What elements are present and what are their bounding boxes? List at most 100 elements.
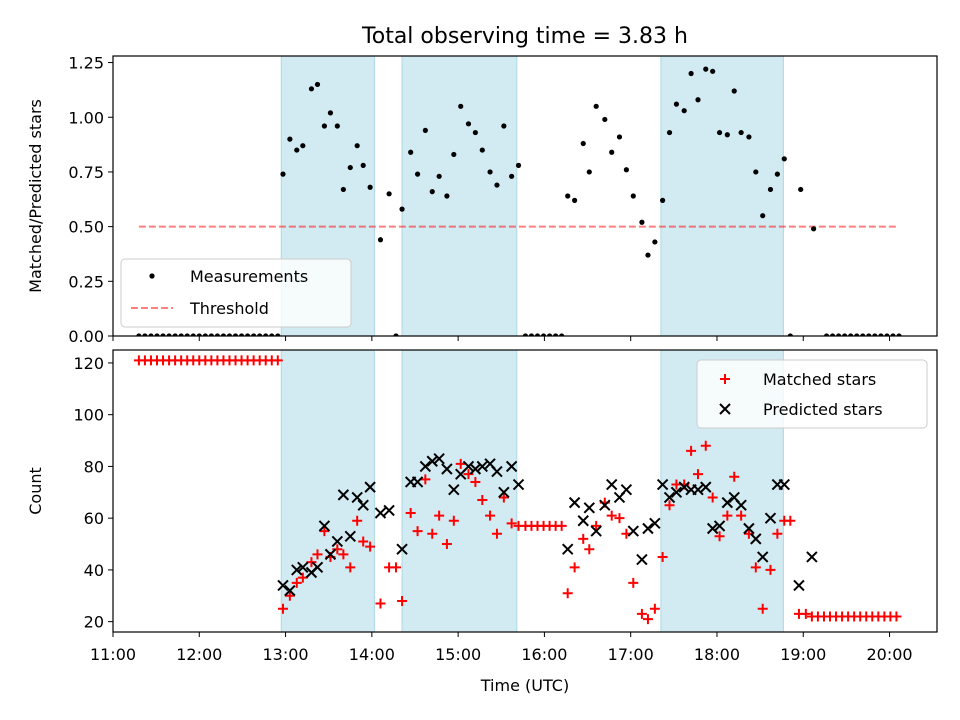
matched-star-point bbox=[772, 528, 783, 539]
y-tick-label: 80 bbox=[84, 457, 104, 476]
measurement-point bbox=[314, 81, 321, 88]
measurement-point bbox=[226, 333, 233, 336]
measurement-point bbox=[565, 193, 571, 199]
series-point bbox=[136, 66, 902, 336]
matched-star-point bbox=[306, 557, 317, 568]
chart-title: Total observing time = 3.83 h bbox=[361, 24, 688, 49]
measurement-point bbox=[479, 147, 485, 153]
predicted-star-point bbox=[706, 522, 719, 535]
predicted-star-point bbox=[419, 460, 432, 473]
predicted-star-point bbox=[441, 463, 453, 475]
measurement-point bbox=[781, 156, 787, 162]
x-tick-label: 14:00 bbox=[349, 645, 395, 664]
measurement-point bbox=[340, 186, 346, 193]
measurement-point bbox=[214, 333, 221, 336]
matched-star-point bbox=[427, 528, 438, 539]
measurement-point bbox=[866, 333, 872, 336]
matched-star-point bbox=[692, 469, 703, 480]
measurement-point bbox=[451, 151, 457, 158]
matched-star-point bbox=[686, 445, 697, 456]
measurement-point bbox=[257, 333, 263, 336]
measurement-point bbox=[287, 136, 293, 142]
predicted-star-point bbox=[692, 483, 704, 496]
matched-star-point bbox=[319, 526, 330, 537]
observing-window-3 bbox=[660, 56, 784, 336]
matched-star-point bbox=[405, 507, 416, 518]
measurement-point bbox=[465, 121, 472, 127]
predicted-star-point bbox=[743, 522, 755, 535]
predicted-star-point bbox=[311, 561, 324, 574]
measurement-point bbox=[645, 252, 651, 258]
measurement-point bbox=[710, 68, 716, 74]
matched-star-point bbox=[506, 518, 517, 529]
measurement-point bbox=[142, 333, 148, 336]
predicted-star-point bbox=[448, 483, 460, 496]
predicted-star-point bbox=[277, 579, 289, 592]
matched-star-point bbox=[491, 528, 502, 539]
measurement-point bbox=[559, 333, 565, 336]
measurement-point bbox=[811, 226, 817, 232]
matched-star-point bbox=[312, 549, 323, 560]
observing-window-1 bbox=[280, 350, 375, 632]
predicted-star-point bbox=[636, 553, 648, 566]
measurement-point bbox=[367, 184, 373, 190]
measurement-point bbox=[347, 164, 353, 171]
measurement-point bbox=[860, 333, 866, 336]
y-tick-label: 20 bbox=[84, 613, 104, 632]
matched-star-point bbox=[664, 500, 675, 511]
predicted-star-point bbox=[670, 486, 683, 499]
bottom-panel: 20 40 60 80 100 120 11:00 12:00 13:00 14:00 15:00 1… bbox=[26, 349, 938, 695]
predicted-star-point bbox=[512, 478, 525, 491]
measurement-point bbox=[716, 129, 723, 136]
matched-star-point bbox=[272, 355, 283, 366]
legend-label-predicted: Predicted stars bbox=[763, 400, 883, 419]
measurement-point bbox=[703, 66, 709, 72]
matched-star-point bbox=[700, 440, 711, 451]
predicted-star-point bbox=[344, 530, 356, 542]
matched-star-point bbox=[785, 515, 796, 526]
measurement-point bbox=[220, 333, 227, 336]
measurement-point bbox=[553, 333, 559, 336]
x-tick-label: 15:00 bbox=[435, 645, 481, 664]
predicted-star-point bbox=[411, 476, 424, 488]
predicted-star-point bbox=[757, 551, 769, 563]
measurement-point bbox=[487, 169, 493, 175]
measurement-point bbox=[275, 333, 281, 336]
matched-star-point bbox=[556, 520, 567, 531]
predicted-star-point bbox=[284, 584, 296, 597]
matched-star-point bbox=[800, 608, 811, 619]
matched-star-point bbox=[297, 572, 308, 583]
predicted-star-point bbox=[583, 502, 595, 514]
matched-star-point bbox=[412, 526, 423, 537]
legend-predicted-marker bbox=[719, 403, 731, 415]
predicted-star-point bbox=[599, 499, 611, 511]
legend-matched-marker bbox=[720, 374, 730, 384]
measurement-point bbox=[660, 197, 666, 203]
measurement-point bbox=[269, 333, 275, 336]
measurement-point bbox=[294, 147, 300, 153]
matched-star-point bbox=[365, 541, 376, 552]
matched-star-point bbox=[375, 598, 386, 609]
y-tick-label: 120 bbox=[73, 354, 104, 373]
measurement-point bbox=[327, 110, 334, 116]
predicted-star-point bbox=[735, 499, 747, 511]
series-cross bbox=[277, 452, 818, 597]
predicted-star-point bbox=[324, 548, 337, 561]
measurement-point bbox=[515, 162, 522, 168]
measurement-point bbox=[321, 123, 327, 129]
predicted-star-point bbox=[764, 512, 777, 524]
measurement-point bbox=[609, 149, 615, 155]
y-axis-label: Count bbox=[26, 467, 45, 515]
measurement-point bbox=[848, 333, 854, 336]
measurement-point bbox=[494, 182, 500, 188]
legend-box bbox=[120, 258, 352, 328]
predicted-star-point bbox=[396, 543, 408, 555]
measurement-point bbox=[534, 333, 541, 336]
predicted-star-point bbox=[337, 489, 350, 501]
predicted-star-point bbox=[577, 515, 589, 527]
predicted-star-point bbox=[498, 486, 510, 499]
matched-star-point bbox=[441, 539, 452, 550]
measurement-point bbox=[245, 333, 251, 336]
x-tick-label: 13:00 bbox=[263, 645, 309, 664]
measurement-point bbox=[160, 333, 166, 336]
